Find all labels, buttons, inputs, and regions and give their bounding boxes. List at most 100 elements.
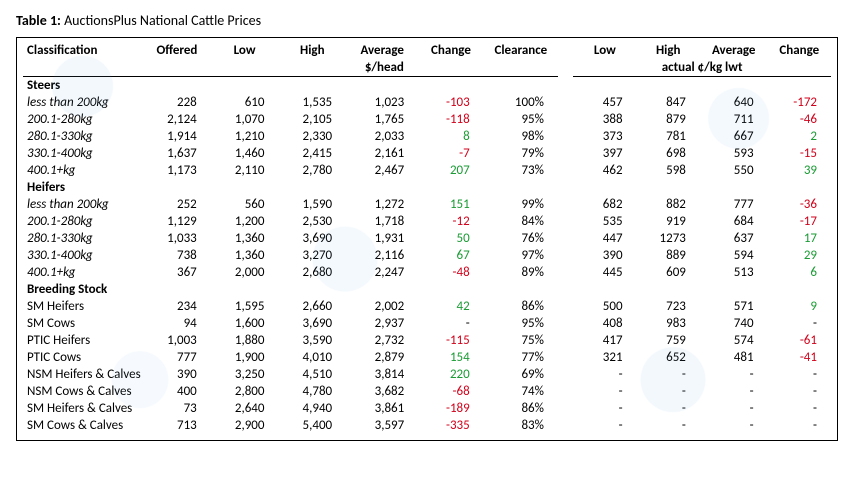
hdr-unit-per-kg: actual ¢/kg lwt [573, 59, 831, 77]
cell-change-head: -335 [418, 417, 484, 434]
cell-avg-head: 2,033 [346, 128, 418, 145]
cell-change-kg: 17 [768, 230, 831, 247]
cell-avg-head: 1,272 [346, 196, 418, 213]
cell-high-head: 2,680 [278, 264, 346, 281]
cell-low-kg: 682 [573, 196, 636, 213]
cell-clearance: 73% [484, 162, 558, 179]
cell-high-kg: - [637, 366, 700, 383]
cell-change-kg: -46 [768, 111, 831, 128]
cell-low-kg: 397 [573, 145, 636, 162]
cell-high-head: 4,010 [278, 349, 346, 366]
cell-change-kg: -36 [768, 196, 831, 213]
cattle-prices-table: Classification Offered Low High Average … [23, 42, 831, 434]
cell-avg-head: 1,023 [346, 94, 418, 111]
cell-low-head: 1,900 [211, 349, 279, 366]
section-header: Heifers [23, 179, 831, 196]
cell-change-head: -68 [418, 383, 484, 400]
cell-offered: 73 [143, 400, 211, 417]
cell-avg-kg: 637 [700, 230, 768, 247]
cell-offered: 713 [143, 417, 211, 434]
table-row: less than 200kg2286101,5351,023-103100%4… [23, 94, 831, 111]
cell-low-kg: - [573, 383, 636, 400]
cell-avg-kg: 667 [700, 128, 768, 145]
cell-clearance: 74% [484, 383, 558, 400]
cell-avg-head: 2,879 [346, 349, 418, 366]
cell-change-kg: 29 [768, 247, 831, 264]
table-row: SM Cows941,6003,6902,937-95%408983740- [23, 315, 831, 332]
hdr-change-1: Change [418, 42, 484, 59]
cell-change-head: 67 [418, 247, 484, 264]
table-row: SM Cows & Calves7132,9005,4003,597-33583… [23, 417, 831, 434]
table-row: 330.1-400kg7381,3603,2702,1166797%390889… [23, 247, 831, 264]
cell-low-head: 1,460 [211, 145, 279, 162]
cell-low-kg: 445 [573, 264, 636, 281]
cell-low-kg: 462 [573, 162, 636, 179]
cell-high-head: 4,940 [278, 400, 346, 417]
cell-high-kg: - [637, 417, 700, 434]
table-row: less than 200kg2525601,5901,27215199%682… [23, 196, 831, 213]
row-label: SM Heifers & Calves [23, 400, 143, 417]
cell-change-kg: - [768, 366, 831, 383]
cell-change-head: -103 [418, 94, 484, 111]
cell-low-kg: 417 [573, 332, 636, 349]
cell-offered: 228 [143, 94, 211, 111]
cell-high-kg: 609 [637, 264, 700, 281]
cell-high-kg: 889 [637, 247, 700, 264]
cell-low-kg: 373 [573, 128, 636, 145]
table-row: PTIC Heifers1,0031,8803,5902,732-11575%4… [23, 332, 831, 349]
cell-change-head: 151 [418, 196, 484, 213]
cell-avg-head: 1,931 [346, 230, 418, 247]
cell-avg-kg: - [700, 417, 768, 434]
cell-change-kg: - [768, 417, 831, 434]
cell-low-head: 1,200 [211, 213, 279, 230]
row-label: 330.1-400kg [23, 247, 143, 264]
cell-offered: 234 [143, 298, 211, 315]
cell-change-head: -7 [418, 145, 484, 162]
cell-change-head: 42 [418, 298, 484, 315]
cell-high-kg: - [637, 400, 700, 417]
cell-high-head: 4,780 [278, 383, 346, 400]
cell-avg-kg: 513 [700, 264, 768, 281]
cell-low-head: 1,600 [211, 315, 279, 332]
hdr-average-1: Average [346, 42, 418, 59]
cell-avg-kg: - [700, 383, 768, 400]
cell-change-head: -118 [418, 111, 484, 128]
cell-avg-head: 2,002 [346, 298, 418, 315]
cell-low-kg: 447 [573, 230, 636, 247]
table-row: 400.1+kg3672,0002,6802,247-4889%44560951… [23, 264, 831, 281]
row-label: PTIC Heifers [23, 332, 143, 349]
section-name: Heifers [23, 179, 831, 196]
cell-low-kg: - [573, 417, 636, 434]
cell-low-head: 1,360 [211, 247, 279, 264]
cell-avg-head: 2,467 [346, 162, 418, 179]
cell-high-kg: 882 [637, 196, 700, 213]
cell-avg-head: 3,682 [346, 383, 418, 400]
section-header: Breeding Stock [23, 281, 831, 298]
cell-clearance: 95% [484, 111, 558, 128]
cell-low-head: 3,250 [211, 366, 279, 383]
cell-offered: 252 [143, 196, 211, 213]
table-row: SM Heifers2341,5952,6602,0024286%5007235… [23, 298, 831, 315]
row-label: 330.1-400kg [23, 145, 143, 162]
cell-clearance: 77% [484, 349, 558, 366]
cell-change-head: 154 [418, 349, 484, 366]
cell-avg-head: 3,861 [346, 400, 418, 417]
cell-high-kg: 919 [637, 213, 700, 230]
cell-avg-head: 2,161 [346, 145, 418, 162]
cell-high-kg: 598 [637, 162, 700, 179]
row-label: 200.1-280kg [23, 213, 143, 230]
cell-avg-head: 1,718 [346, 213, 418, 230]
cell-change-kg: -17 [768, 213, 831, 230]
row-label: SM Heifers [23, 298, 143, 315]
cell-high-head: 2,330 [278, 128, 346, 145]
cell-high-head: 3,690 [278, 315, 346, 332]
cell-clearance: 79% [484, 145, 558, 162]
hdr-high-2: High [637, 42, 700, 59]
cell-avg-head: 3,814 [346, 366, 418, 383]
hdr-high-1: High [278, 42, 346, 59]
cell-clearance: 99% [484, 196, 558, 213]
table-row: 400.1+kg1,1732,1102,7802,46720773%462598… [23, 162, 831, 179]
cell-clearance: 84% [484, 213, 558, 230]
cell-high-head: 2,415 [278, 145, 346, 162]
header-row-1: Classification Offered Low High Average … [23, 42, 831, 59]
